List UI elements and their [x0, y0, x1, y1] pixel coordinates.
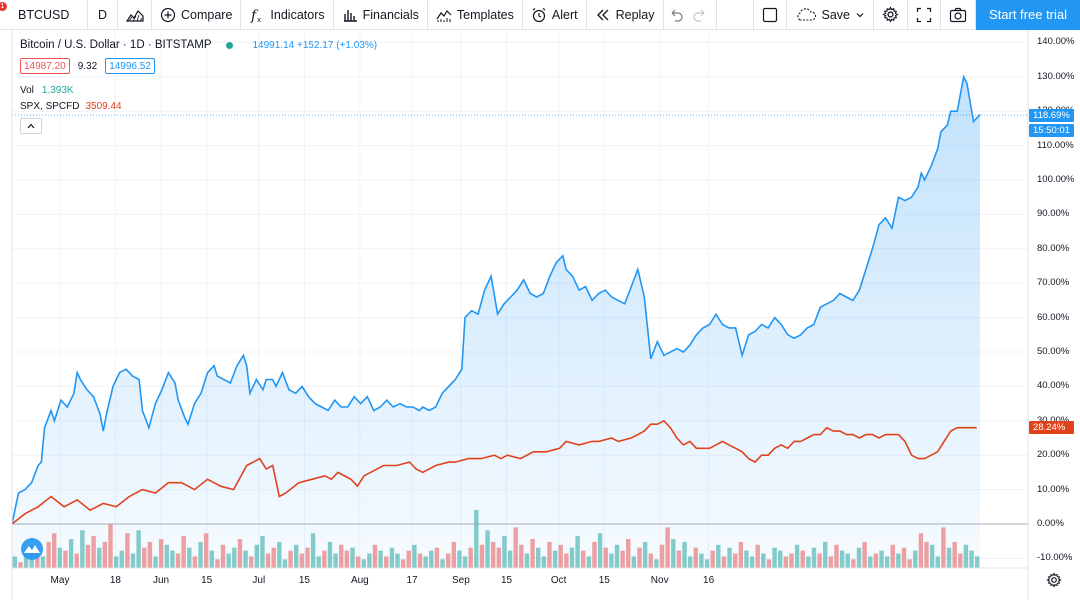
price-scale-label: 50.00%: [1037, 346, 1070, 357]
financials-label: Financials: [362, 7, 419, 22]
price-chart[interactable]: [0, 30, 1080, 600]
price-scale-label: 80.00%: [1037, 242, 1070, 254]
fullscreen-icon: [916, 7, 932, 22]
settings-toolbar-button[interactable]: [874, 0, 908, 30]
price-scale-label: 10.00%: [1037, 483, 1070, 495]
alert-label: Alert: [551, 7, 578, 22]
spx-value: 3509.44: [85, 100, 122, 112]
cloud-icon: [796, 7, 816, 21]
volume-value: 1.393K: [41, 84, 74, 96]
price-scale-label: 60.00%: [1037, 311, 1070, 323]
price-scale-label: 40.00%: [1037, 380, 1070, 392]
replay-button[interactable]: Replay: [587, 0, 664, 30]
compare-label: Compare: [181, 7, 233, 22]
bid-price[interactable]: 14987.20: [20, 58, 70, 74]
btc-series-line: [11, 74, 981, 525]
time-axis-label: 15: [298, 575, 310, 586]
snapshot-button[interactable]: [941, 0, 976, 30]
symbol-search-button[interactable]: BTCUSD: [0, 0, 88, 30]
rewind-icon: [596, 9, 609, 20]
gear-icon: [882, 6, 899, 23]
bar-chart-icon: [343, 9, 357, 22]
btc-area-fill: [12, 76, 980, 569]
notification-badge[interactable]: 1: [0, 2, 7, 11]
time-axis-label: Sep: [451, 575, 470, 586]
templates-label: Templates: [456, 7, 514, 22]
ask-price[interactable]: 14996.52: [105, 58, 155, 74]
price-scale-label: 140.00%: [1037, 36, 1075, 48]
replay-label: Replay: [615, 7, 655, 22]
time-axis-label: Jul: [252, 575, 266, 586]
interval-label: D: [97, 7, 108, 22]
price-scale-label: 30.00%: [1037, 415, 1069, 426]
templates-button[interactable]: Templates: [428, 0, 523, 30]
chevron-up-icon: [27, 123, 35, 129]
chevron-down-icon: [856, 12, 864, 17]
time-axis-label: 17: [406, 575, 418, 586]
camera-icon: [949, 7, 967, 22]
spx-series-line: [11, 419, 977, 525]
spx-last-tag: 28.24%: [1029, 421, 1074, 434]
time-axis-label: Aug: [350, 575, 369, 586]
time-axis-label: Oct: [550, 575, 567, 586]
price-scale-label: 100.00%: [1037, 174, 1075, 185]
collapse-legend-button[interactable]: [20, 118, 42, 134]
time-axis-label: 15: [500, 575, 513, 586]
time-axis-label: 15: [201, 575, 213, 586]
start-free-trial-button[interactable]: Start free trial: [976, 0, 1080, 30]
redo-icon: [692, 9, 704, 22]
spread-value: 9.32: [77, 60, 98, 72]
undo-icon: [671, 9, 683, 22]
btc-last-tag: 118.69%: [1029, 109, 1074, 122]
svg-text:x: x: [257, 16, 261, 23]
spx-label[interactable]: SPX, SPCFD: [20, 100, 80, 112]
price-scale-label: 110.00%: [1037, 139, 1074, 151]
last-price-change: 14991.14 +152.17 (+1.03%): [252, 39, 378, 51]
price-scale-label: -10.00%: [1037, 552, 1073, 564]
chart-settings-gear-icon[interactable]: [1046, 572, 1062, 588]
market-status-dot: [225, 41, 233, 49]
financials-button[interactable]: Financials: [334, 0, 428, 30]
square-layout-icon: [762, 7, 777, 22]
time-axis-label: May: [50, 575, 70, 586]
time-axis-label: Jun: [152, 575, 170, 586]
alert-button[interactable]: Alert: [523, 0, 587, 30]
toolbar-spacer: [717, 0, 753, 30]
price-scale-label: 20.00%: [1037, 449, 1070, 461]
time-axis-label: 18: [109, 575, 121, 586]
time-axis-label: 16: [703, 575, 715, 586]
save-button[interactable]: Save: [787, 0, 874, 30]
area-chart-icon: [125, 9, 144, 22]
price-scale-label: 130.00%: [1037, 70, 1075, 82]
price-scale-label: 0.00%: [1037, 518, 1064, 529]
chart-legend: Bitcoin / U.S. Dollar · 1D · BITSTAMP 14…: [20, 37, 377, 134]
volume-label[interactable]: Vol: [20, 84, 34, 96]
symbol-label: BTCUSD: [18, 7, 70, 22]
price-scale-label: 70.00%: [1037, 277, 1070, 289]
interval-button[interactable]: D: [88, 0, 118, 30]
alarm-clock-icon: [532, 7, 546, 22]
fullscreen-button[interactable]: [908, 0, 941, 30]
tradingview-logo[interactable]: [21, 538, 43, 560]
time-axis-label: 15: [598, 575, 610, 586]
plus-circle-icon: [160, 7, 176, 22]
undo-button[interactable]: [664, 0, 688, 30]
svg-text:f: f: [250, 8, 259, 23]
price-scale-label: 90.00%: [1037, 208, 1070, 220]
layout-button[interactable]: [752, 0, 787, 30]
bar-countdown-tag: 15:50:01: [1029, 124, 1074, 137]
symbol-title[interactable]: Bitcoin / U.S. Dollar · 1D · BITSTAMP: [20, 39, 212, 51]
compare-button[interactable]: Compare: [152, 0, 242, 30]
time-axis-label: Nov: [650, 575, 669, 586]
chart-type-button[interactable]: [118, 0, 152, 30]
save-label: Save: [821, 7, 851, 22]
indicators-label: Indicators: [270, 7, 325, 22]
redo-button[interactable]: [688, 0, 717, 30]
templates-icon: [436, 9, 452, 22]
